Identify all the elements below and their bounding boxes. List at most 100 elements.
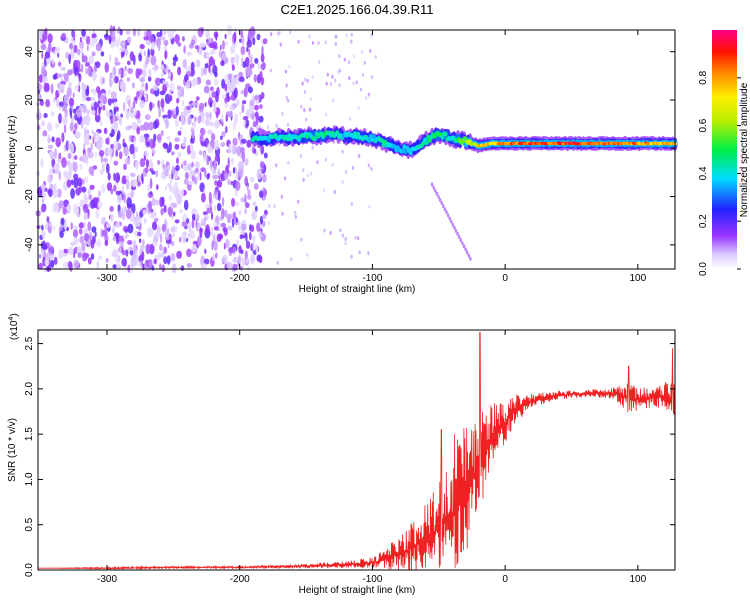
spectrogram-noise-blob — [77, 252, 82, 259]
spectrogram-noise-dot — [326, 72, 329, 77]
spectrogram-noise-blob — [141, 251, 145, 261]
spectrogram-noise-blob — [129, 51, 135, 62]
spectrogram-noise-blob — [218, 190, 221, 202]
spectrogram-noise-blob — [242, 154, 245, 164]
spectrogram-noise-dot — [338, 54, 341, 59]
spectrogram-noise-blob — [234, 113, 238, 125]
spectrogram-noise-blob — [243, 87, 248, 98]
snr-series-line — [38, 332, 675, 570]
spectrogram-noise-blob — [151, 221, 158, 231]
spectrogram-noise-blob — [91, 51, 96, 57]
spectrogram-noise-dot — [311, 145, 314, 150]
spectrogram-noise-blob — [201, 263, 207, 269]
spectrogram-noise-blob — [224, 83, 228, 92]
spectrogram-noise-blob — [154, 230, 161, 238]
spectrogram-noise-blob — [195, 96, 200, 101]
spectrogram-noise-blob — [213, 58, 216, 70]
spectrogram-noise-blob — [208, 37, 212, 42]
spectrogram-noise-blob — [221, 131, 226, 138]
spectrogram-noise-blob — [118, 151, 123, 160]
spectrogram-noise-blob — [173, 203, 177, 208]
spectrogram-noise-dot — [338, 68, 342, 73]
spectrogram-noise-blob — [161, 264, 165, 273]
spectrogram-noise-dot — [329, 230, 332, 235]
spectrogram-noise-blob — [67, 152, 72, 160]
spectrogram-noise-blob — [195, 218, 198, 228]
spectrogram-noise-blob — [162, 142, 167, 148]
spectrogram-noise-blob — [112, 66, 117, 77]
spectrogram-noise-blob — [69, 122, 74, 132]
spectrogram-noise-blob — [141, 82, 144, 87]
colorbar-tick-label: 0.6 — [698, 118, 709, 132]
spectrogram-noise-blob — [126, 60, 131, 66]
spectrogram-noise-blob — [149, 101, 153, 112]
spectrogram-y-tick-label: 40 — [24, 46, 35, 58]
spectrogram-noise-blob — [189, 229, 195, 240]
spectrogram-noise-blob — [170, 202, 175, 209]
spectrogram-noise-blob — [108, 34, 112, 45]
spectrogram-noise-blob — [214, 78, 219, 86]
spectrogram-x-tick-label: 100 — [629, 273, 646, 284]
spectrogram-noise-blob — [78, 72, 81, 79]
spectrogram-noise-blob — [218, 221, 221, 232]
spectrogram-noise-blob — [132, 178, 137, 188]
spectrogram-streak-dot — [430, 182, 434, 187]
spectrogram-noise-dot — [308, 34, 311, 39]
spectrogram-noise-blob — [258, 190, 264, 198]
spectrogram-noise-blob — [205, 79, 211, 86]
spectrogram-noise-blob — [131, 121, 138, 131]
snr-x-axis: -300 -200 -100 0 100 — [97, 330, 647, 585]
spectrogram-noise-blob — [209, 121, 214, 127]
spectrogram-ridge-core — [266, 137, 271, 143]
spectrogram-noise-blob — [228, 143, 232, 153]
spectrogram-ridge-core — [400, 148, 405, 154]
spectrogram-noise-dot — [347, 60, 351, 65]
spectrogram-noise-blob — [216, 215, 219, 220]
spectrogram-noise-blob — [202, 67, 207, 76]
snr-x-label: Height of straight line (km) — [299, 585, 416, 596]
spectrogram-noise-blob — [239, 38, 242, 43]
spectrogram-noise-blob — [235, 75, 241, 85]
spectrogram-noise-blob — [47, 144, 54, 149]
spectrogram-ridge-core — [403, 149, 408, 155]
spectrogram-noise-dot — [344, 241, 347, 246]
spectrogram-noise-blob — [120, 80, 125, 91]
spectrogram-noise-blob — [106, 182, 113, 192]
spectrogram-y-tick-label: 0 — [24, 145, 35, 151]
spectrogram-noise-blob — [221, 196, 225, 207]
spectrogram-noise-dot — [361, 73, 365, 77]
spectrogram-ridge-core — [372, 134, 376, 140]
spectrogram-noise-blob — [98, 106, 101, 115]
spectrogram-noise-blob — [73, 259, 79, 269]
spectrogram-streak-dot — [456, 231, 459, 236]
spectrogram-noise-blob — [36, 111, 42, 121]
spectrogram-noise-blob — [134, 109, 137, 116]
spectrogram-noise-blob — [232, 167, 236, 174]
spectrogram-noise-blob — [127, 240, 133, 245]
spectrogram-noise-blob — [262, 213, 267, 220]
spectrogram-noise-blob — [176, 250, 183, 259]
spectrogram-noise-blob — [257, 62, 260, 70]
spectrogram-noise-blob — [57, 52, 60, 58]
spectrogram-noise-blob — [43, 243, 48, 251]
spectrogram-noise-blob — [142, 68, 147, 78]
spectrogram-noise-blob — [209, 101, 213, 108]
spectrogram-noise-blob — [41, 75, 48, 85]
spectrogram-noise-blob — [150, 55, 157, 66]
spectrogram-noise-blob — [87, 65, 92, 77]
spectrogram-noise-blob — [115, 172, 120, 184]
spectrogram-y-axis: -40 -20 0 20 40 — [24, 46, 675, 252]
spectrogram-noise-blob — [147, 48, 150, 58]
spectrogram-noise-dot — [344, 237, 347, 241]
spectrogram-streak-dot — [462, 244, 466, 249]
spectrogram-noise-blob — [205, 224, 210, 235]
spectrogram-noise-blob — [254, 57, 259, 64]
spectrogram-noise-blob — [142, 263, 145, 271]
spectrogram-noise-blob — [251, 210, 257, 221]
spectrogram-noise-blob — [215, 111, 219, 119]
spectrogram-streak-dot — [443, 207, 447, 212]
spectrogram-streak-dot — [437, 194, 440, 199]
spectrogram-noise-blob — [256, 254, 261, 262]
spectrogram-noise-blob — [104, 34, 109, 39]
spectrogram-noise-blob — [168, 207, 173, 218]
